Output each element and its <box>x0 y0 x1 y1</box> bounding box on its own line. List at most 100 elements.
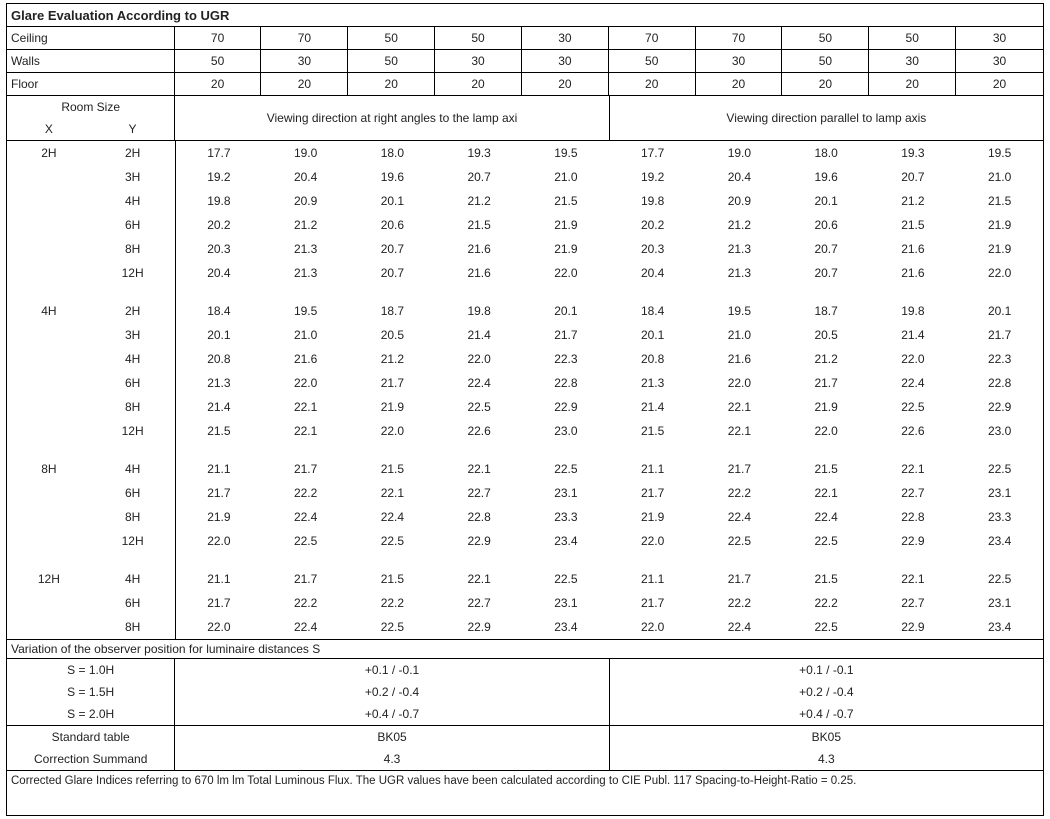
value-cell: 22.9 <box>436 529 523 553</box>
x-cell: 8H <box>7 457 91 481</box>
value-cell: 22.0 <box>956 261 1043 285</box>
cell: 50 <box>609 50 696 72</box>
value-cell: 22.6 <box>436 419 523 443</box>
y-cell: 4H <box>91 567 176 591</box>
table-row: 6H21.322.021.722.422.821.322.021.722.422… <box>7 371 1043 395</box>
y-cell: 4H <box>91 457 176 481</box>
correction-label: Correction Summand <box>7 748 175 770</box>
x-cell <box>7 165 91 189</box>
cell: 20 <box>175 73 262 95</box>
cell: 30 <box>522 50 609 72</box>
value-cell: 21.7 <box>609 591 696 615</box>
y-cell: 3H <box>91 323 176 347</box>
room-size-header: Room Size X Y <box>7 96 175 140</box>
var-left: +0.4 / -0.7 <box>175 703 609 725</box>
value-cell: 22.1 <box>696 395 783 419</box>
x-label: X <box>7 118 91 140</box>
x-cell <box>7 505 91 529</box>
value-cell: 21.0 <box>262 323 349 347</box>
value-cell: 22.1 <box>870 457 957 481</box>
x-cell <box>7 213 91 237</box>
table-row: 8H20.321.320.721.621.920.321.320.721.621… <box>7 237 1043 261</box>
value-cell: 23.3 <box>956 505 1043 529</box>
group-spacer <box>7 285 1043 299</box>
value-cell: 22.4 <box>436 371 523 395</box>
value-cell: 22.4 <box>870 371 957 395</box>
value-cell: 21.9 <box>956 213 1043 237</box>
value-cell: 20.5 <box>783 323 870 347</box>
y-cell: 6H <box>91 213 176 237</box>
var-left: +0.2 / -0.4 <box>175 681 609 703</box>
value-cell: 21.2 <box>349 347 436 371</box>
y-cell: 4H <box>91 189 176 213</box>
table-row: 8H21.422.121.922.522.921.422.121.922.522… <box>7 395 1043 419</box>
viewing-left-header: Viewing direction at right angles to the… <box>175 96 609 140</box>
value-cell: 20.2 <box>609 213 696 237</box>
value-cell: 21.9 <box>349 395 436 419</box>
value-cell: 21.5 <box>349 457 436 481</box>
label-ceiling: Ceiling <box>7 27 175 49</box>
row-walls: Walls 50 30 50 30 30 50 30 50 30 30 <box>7 50 1043 73</box>
x-cell <box>7 371 91 395</box>
value-cell: 21.0 <box>956 165 1043 189</box>
value-cell: 22.0 <box>523 261 610 285</box>
table-row: 12H20.421.320.721.622.020.421.320.721.62… <box>7 261 1043 285</box>
value-cell: 21.3 <box>696 261 783 285</box>
y-cell: 8H <box>91 505 176 529</box>
value-cell: 23.1 <box>956 591 1043 615</box>
value-cell: 21.7 <box>696 567 783 591</box>
value-cell: 18.7 <box>349 299 436 323</box>
value-cell: 20.1 <box>349 189 436 213</box>
group-spacer <box>7 553 1043 567</box>
value-cell: 22.2 <box>349 591 436 615</box>
value-cell: 21.7 <box>523 323 610 347</box>
value-cell: 19.8 <box>436 299 523 323</box>
value-cell: 21.2 <box>262 213 349 237</box>
value-cell: 22.9 <box>870 615 957 639</box>
value-cell: 20.6 <box>783 213 870 237</box>
value-cell: 22.7 <box>436 481 523 505</box>
value-cell: 19.5 <box>956 141 1043 165</box>
cell: 30 <box>522 27 609 49</box>
table-row: 3H20.121.020.521.421.720.121.020.521.421… <box>7 323 1043 347</box>
value-cell: 21.5 <box>609 419 696 443</box>
table-row: 6H21.722.222.222.723.121.722.222.222.723… <box>7 591 1043 615</box>
value-cell: 22.0 <box>176 615 263 639</box>
table-row: 2H2H17.719.018.019.319.517.719.018.019.3… <box>7 141 1043 165</box>
cell: 50 <box>435 27 522 49</box>
value-cell: 20.7 <box>783 237 870 261</box>
var-label: S = 1.0H <box>7 659 175 681</box>
value-cell: 21.3 <box>696 237 783 261</box>
cell: 30 <box>435 50 522 72</box>
value-cell: 22.0 <box>609 615 696 639</box>
cell: 50 <box>782 50 869 72</box>
value-cell: 22.8 <box>956 371 1043 395</box>
std-table-right: BK05 <box>610 726 1043 748</box>
value-cell: 18.7 <box>783 299 870 323</box>
value-cell: 22.5 <box>696 529 783 553</box>
value-cell: 22.7 <box>870 481 957 505</box>
cell: 70 <box>261 27 348 49</box>
value-cell: 22.4 <box>783 505 870 529</box>
value-cell: 22.0 <box>176 529 263 553</box>
value-cell: 18.4 <box>176 299 263 323</box>
value-cell: 22.8 <box>870 505 957 529</box>
x-cell <box>7 323 91 347</box>
value-cell: 22.4 <box>696 505 783 529</box>
x-cell <box>7 189 91 213</box>
cell: 50 <box>869 27 956 49</box>
x-cell: 4H <box>7 299 91 323</box>
var-left: +0.1 / -0.1 <box>175 659 609 681</box>
value-cell: 21.4 <box>609 395 696 419</box>
cell: 20 <box>261 73 348 95</box>
value-cell: 22.5 <box>349 529 436 553</box>
table-row: 12H4H21.121.721.522.122.521.121.721.522.… <box>7 567 1043 591</box>
y-cell: 12H <box>91 419 176 443</box>
row-floor: Floor 20 20 20 20 20 20 20 20 20 20 <box>7 73 1043 96</box>
correction-right: 4.3 <box>610 748 1043 770</box>
cell: 70 <box>175 27 262 49</box>
label-walls: Walls <box>7 50 175 72</box>
value-cell: 22.8 <box>436 505 523 529</box>
cell: 30 <box>261 50 348 72</box>
value-cell: 22.0 <box>696 371 783 395</box>
